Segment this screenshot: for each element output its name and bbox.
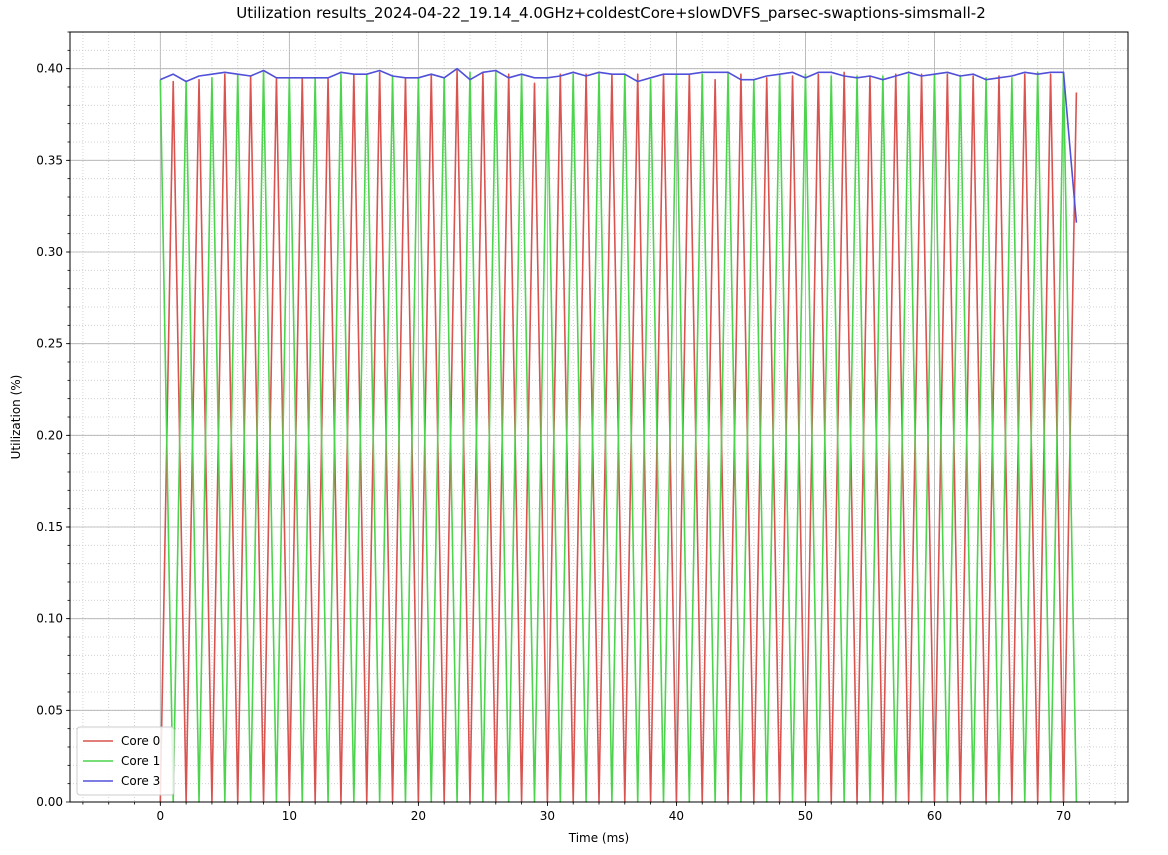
x-tick-label: 60 (927, 809, 942, 823)
chart-title: Utilization results_2024-04-22_19.14_4.0… (236, 4, 986, 23)
y-tick-label: 0.20 (36, 428, 63, 442)
y-tick-label: 0.05 (36, 703, 63, 717)
x-tick-label: 0 (156, 809, 164, 823)
legend-box (76, 726, 175, 796)
y-tick-label: 0.25 (36, 337, 63, 351)
y-tick-label: 0.40 (36, 62, 63, 76)
series-line-core-3 (160, 67, 1078, 223)
x-axis-label: Time (ms) (568, 831, 630, 845)
y-tick-label: 0.30 (36, 245, 63, 259)
x-tick-label: 40 (669, 809, 684, 823)
legend-label: Core 3 (121, 774, 160, 788)
x-tick-label: 70 (1056, 809, 1071, 823)
y-tick-label: 0.35 (36, 153, 63, 167)
series-line-core-1 (159, 69, 1078, 803)
y-tick-label: 0.10 (36, 612, 63, 626)
x-tick-label: 50 (798, 809, 813, 823)
y-axis-label: Utilization (%) (9, 375, 23, 460)
axis-ticks: 0 10 20 30 40 50 60 70 0.00 0.05 0.10 0.15 0.20 0.25 0… (36, 31, 1116, 823)
y-tick-label: 0.15 (36, 520, 63, 534)
series-lines (159, 67, 1078, 803)
chart-legend: Core 0 Core 1 Core 3 (76, 726, 175, 796)
x-tick-label: 10 (282, 809, 297, 823)
legend-label: Core 1 (121, 754, 160, 768)
x-tick-label: 20 (411, 809, 426, 823)
y-tick-label: 0.00 (36, 795, 63, 809)
x-tick-label: 30 (540, 809, 555, 823)
legend-label: Core 0 (121, 734, 160, 748)
